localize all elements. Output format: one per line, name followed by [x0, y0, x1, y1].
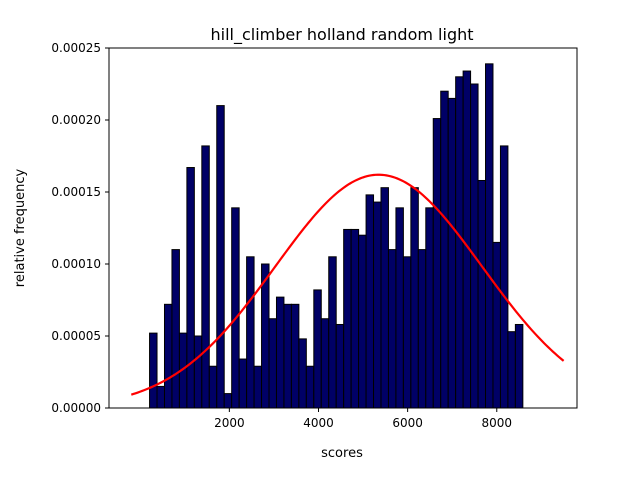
x-axis: 2000 4000 6000 8000 — [214, 408, 512, 430]
histogram-bar — [320, 318, 330, 409]
histogram-bar — [380, 187, 389, 409]
histogram-bar — [507, 331, 516, 409]
histogram-bar — [343, 228, 352, 409]
histogram-bar — [305, 365, 315, 409]
histogram-bar — [163, 303, 173, 409]
histogram-bar — [268, 318, 277, 409]
x-tick-label: 2000 — [214, 416, 245, 430]
histogram-bar — [358, 234, 367, 409]
histogram-bar — [365, 194, 375, 409]
histogram-bar — [499, 145, 509, 409]
histogram-bar — [477, 179, 487, 409]
histogram-bar — [238, 358, 248, 409]
histogram-bar — [350, 228, 360, 409]
histogram-bar — [186, 167, 195, 409]
histogram-bar — [328, 256, 337, 409]
histogram-bar — [231, 207, 240, 409]
histogram-bar — [373, 201, 382, 409]
y-tick-label: 0.00005 — [51, 329, 101, 343]
histogram-bar — [290, 303, 300, 409]
histogram-bar — [447, 97, 457, 409]
y-tick-label: 0.00025 — [51, 41, 101, 55]
histogram-bar — [417, 249, 427, 409]
histogram-bar — [395, 207, 404, 409]
y-axis-label: relative frequency — [13, 169, 28, 288]
histogram-bar — [485, 63, 494, 409]
histogram-bar — [283, 303, 292, 409]
histogram-bar — [246, 256, 255, 409]
histogram-bar — [470, 83, 479, 409]
histogram-bar — [335, 323, 345, 409]
y-tick-label: 0.00015 — [51, 185, 101, 199]
y-tick-label: 0.00010 — [51, 257, 101, 271]
histogram-bar — [455, 76, 464, 409]
histogram-bar — [253, 365, 263, 409]
axes-frame — [108, 47, 578, 409]
histogram-bar — [208, 365, 218, 409]
histogram-bar — [201, 145, 210, 409]
x-tick-label: 4000 — [303, 416, 334, 430]
histogram-bar — [216, 105, 225, 409]
histogram-bar — [410, 187, 419, 409]
histogram-bar — [193, 335, 203, 409]
histogram-bar — [514, 323, 524, 409]
histogram-bar — [261, 263, 270, 409]
histogram-bar — [432, 118, 442, 409]
histogram-bar — [298, 338, 307, 409]
histogram-bar — [402, 256, 412, 409]
histogram-bar — [440, 90, 449, 409]
histogram-bar — [387, 249, 397, 409]
histogram-bar — [275, 296, 285, 409]
chart-title: hill_climber holland random light — [210, 25, 473, 45]
histogram-bar — [156, 385, 165, 409]
y-tick-label: 0.00000 — [51, 401, 101, 415]
y-tick-label: 0.00020 — [51, 113, 101, 127]
x-axis-label: scores — [321, 446, 363, 461]
x-tick-label: 8000 — [481, 416, 512, 430]
normal-fit-curve — [130, 173, 565, 396]
histogram-bar — [223, 393, 233, 409]
x-tick-label: 6000 — [392, 416, 423, 430]
histogram-bar — [462, 70, 472, 409]
histogram-bar — [425, 207, 434, 409]
histogram-bar — [492, 241, 501, 409]
histogram-bar — [171, 249, 180, 409]
histogram-bar — [149, 332, 158, 409]
histogram-bar — [313, 289, 322, 409]
y-axis: 0.00000 0.00005 0.00010 0.00015 0.00020 0.000… — [51, 41, 109, 415]
